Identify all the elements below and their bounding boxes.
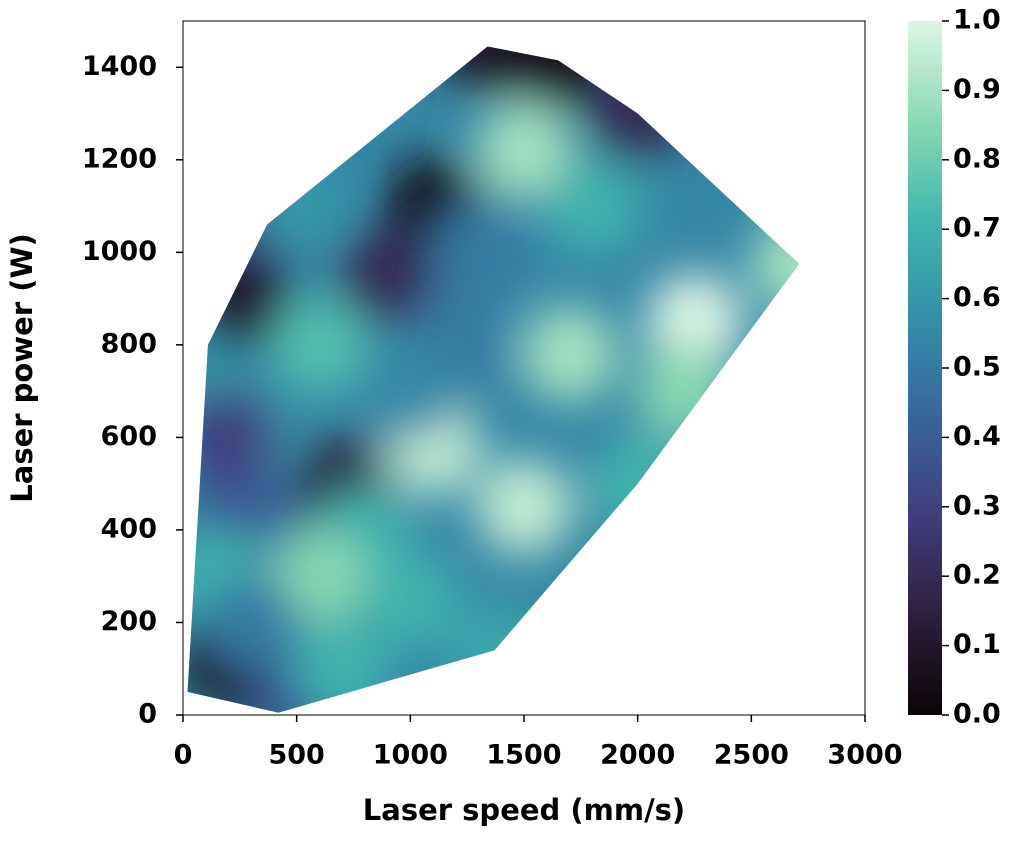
- sample-point: [751, 215, 800, 312]
- sample-point: [589, 65, 686, 162]
- x-axis-label: Laser speed (mm/s): [363, 793, 685, 827]
- y-tick-label: 400: [101, 513, 157, 544]
- x-tick-label: 500: [268, 740, 324, 771]
- sample-point: [521, 306, 618, 403]
- sample-point: [271, 528, 368, 625]
- y-tick-label: 1400: [82, 51, 157, 82]
- colorbar-tick-label: 0.4: [953, 421, 1001, 452]
- sample-point: [294, 620, 391, 713]
- sample-point: [362, 343, 459, 440]
- colorbar-tick-label: 0.1: [953, 629, 1001, 660]
- x-tick-label: 0: [174, 740, 193, 771]
- y-tick-label: 800: [101, 328, 157, 359]
- colorbar: [908, 21, 942, 715]
- colorbar-tick-label: 0.2: [953, 560, 1001, 591]
- sample-point: [476, 102, 572, 199]
- y-tick-label: 1000: [82, 236, 157, 267]
- sample-point: [510, 46, 607, 109]
- sample-point: [476, 458, 572, 555]
- sample-point: [248, 158, 345, 255]
- colorbar-tick-label: 1.0: [953, 5, 1001, 36]
- x-tick-label: 1000: [373, 740, 448, 771]
- x-tick-label: 3000: [827, 740, 902, 771]
- colorbar-tick-label: 0.5: [953, 352, 1001, 383]
- sample-point: [430, 204, 527, 301]
- y-tick-label: 600: [101, 421, 157, 452]
- sample-point: [203, 574, 300, 671]
- y-axis-label: Laser power (W): [5, 233, 39, 502]
- sample-point: [635, 343, 732, 440]
- colorbar-tick-label: 0.8: [953, 143, 1001, 174]
- sample-point: [362, 551, 459, 648]
- colorbar-tick-label: 0.0: [953, 699, 1001, 730]
- sample-point: [589, 435, 686, 532]
- sample-point: [271, 296, 368, 393]
- colorbar-tick-label: 0.7: [953, 213, 1001, 244]
- sample-point: [339, 227, 436, 324]
- colorbar-tick-label: 0.9: [953, 74, 1001, 105]
- sample-point: [544, 158, 641, 255]
- sample-point: [446, 602, 543, 699]
- field: [187, 46, 800, 713]
- y-tick-label: 200: [101, 606, 157, 637]
- sample-point: [187, 389, 277, 486]
- colorbar-tick-label: 0.3: [953, 490, 1001, 521]
- x-tick-label: 2500: [714, 740, 789, 771]
- x-tick-label: 1500: [486, 740, 561, 771]
- x-tick-label: 2000: [600, 740, 675, 771]
- y-tick-label: 0: [138, 699, 157, 730]
- y-tick-label: 1200: [82, 143, 157, 174]
- colorbar-tick-label: 0.6: [953, 282, 1001, 313]
